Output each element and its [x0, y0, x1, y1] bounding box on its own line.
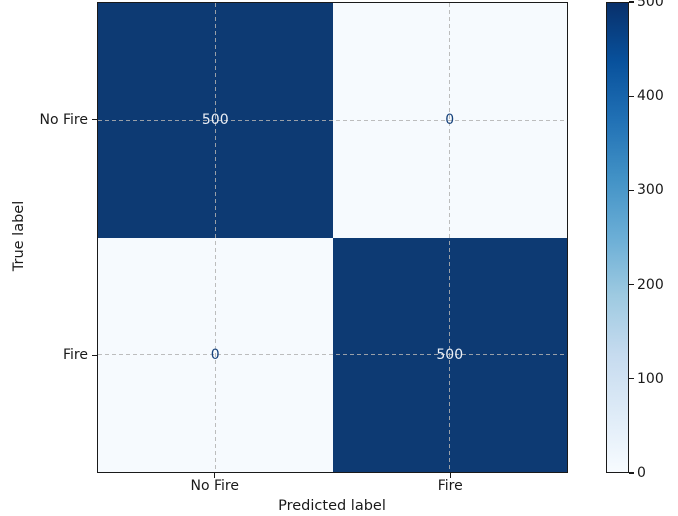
gridline-vertical-col1 [214, 3, 216, 472]
colorbar-tick-label: 500 [637, 0, 664, 10]
cell-value: 0 [210, 346, 220, 363]
colorbar [606, 2, 629, 473]
y-axis-label: True label [11, 200, 27, 272]
x-axis-label: Predicted label [278, 498, 386, 514]
colorbar-tick-label: 400 [637, 88, 664, 105]
colorbar-tick-mark [629, 95, 634, 97]
colorbar-tick-label: 0 [637, 465, 646, 481]
cell-value: 0 [445, 112, 455, 129]
x-tick-mark [214, 473, 216, 478]
cell-value: 500 [436, 346, 464, 363]
gridline-horizontal-row1 [98, 119, 567, 121]
gridline-vertical-col2 [449, 3, 451, 472]
y-tick-mark [92, 354, 97, 356]
colorbar-tick-mark [629, 283, 634, 286]
cell-value: 500 [201, 112, 229, 129]
colorbar-tick-mark [629, 1, 634, 3]
heatmap-plot-area: 500 0 0 500 [97, 2, 568, 473]
x-tick-label: No Fire [190, 478, 239, 494]
gridline-horizontal-row2 [98, 354, 567, 356]
colorbar-tick-mark [629, 472, 634, 474]
y-tick-label: No Fire [39, 111, 88, 128]
colorbar-tick-mark [629, 189, 634, 192]
y-tick-mark [92, 119, 97, 121]
y-tick-label: Fire [63, 347, 88, 364]
colorbar-tick-label: 100 [637, 370, 664, 387]
colorbar-tick-label: 300 [637, 182, 664, 199]
colorbar-tick-label: 200 [637, 276, 664, 293]
colorbar-tick-mark [629, 378, 634, 380]
x-tick-label: Fire [437, 478, 463, 494]
x-tick-mark [449, 473, 451, 478]
